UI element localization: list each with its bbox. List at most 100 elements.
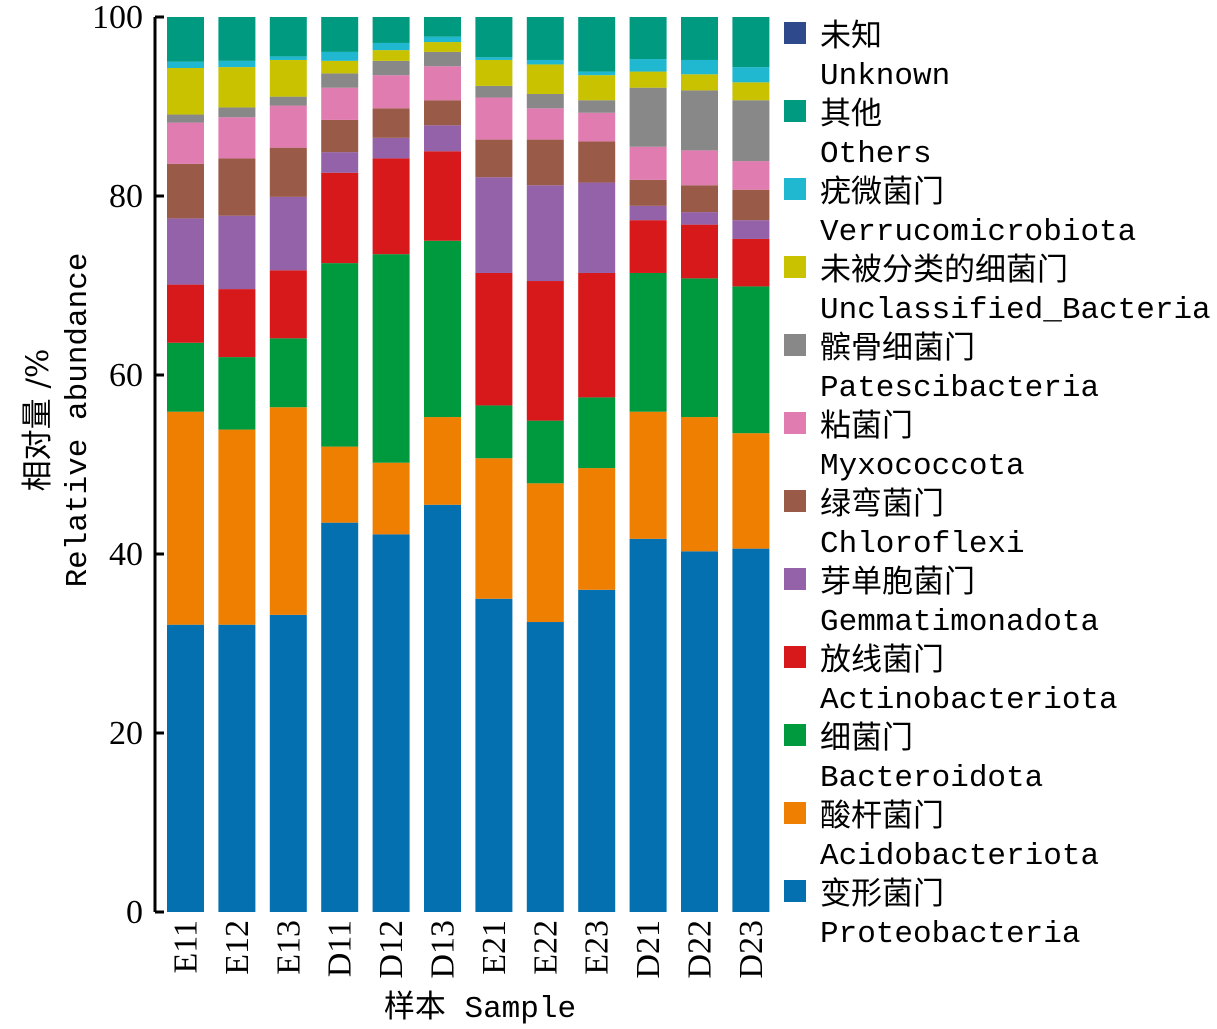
legend-label-cn: 细菌门	[820, 720, 913, 756]
bar-segment-D23-Gemmatimonadota	[732, 220, 770, 239]
bar-segment-E22-Unclassified_Bacteria	[526, 64, 564, 94]
legend-swatch	[784, 646, 806, 668]
x-axis-title: 样本 Sample	[384, 990, 576, 1027]
bar-segment-D11-Proteobacteria	[321, 522, 359, 912]
bar-segment-E11-Actinobacteriota	[167, 284, 204, 343]
bar-segment-E23-Proteobacteria	[578, 589, 616, 912]
bar-segment-E22-Patescibacteria	[526, 93, 564, 109]
bar-segment-D21-Actinobacteriota	[629, 220, 667, 273]
legend-swatch	[784, 490, 806, 512]
legend-item: 髌骨细菌门 Patescibacteria	[784, 330, 1099, 406]
bar-segment-D23-Verrucomicrobiota	[732, 67, 770, 83]
bar-segment-E11-Chloroflexi	[167, 163, 204, 219]
bar-segment-E11-Myxococcota	[167, 122, 204, 164]
bar-segment-D11-Myxococcota	[321, 87, 359, 120]
bar-segment-E23-Myxococcota	[578, 112, 616, 142]
bar-segment-D12-Patescibacteria	[372, 60, 410, 76]
bar-segment-E12-Gemmatimonadota	[218, 215, 256, 290]
bar-segment-D21-Proteobacteria	[629, 538, 667, 912]
legend-label-en: Gemmatimonadota	[820, 605, 1099, 640]
bar-segment-D12-Actinobacteriota	[372, 158, 410, 255]
x-tick-label: E12	[219, 920, 256, 975]
bar-segment-E23-Acidobacteriota	[578, 468, 616, 590]
bar-segment-D21-Unclassified_Bacteria	[629, 71, 667, 88]
bar-segment-E11-Bacteroidota	[167, 342, 204, 412]
bar-segment-E11-Patescibacteria	[167, 114, 204, 123]
x-tick-label: E22	[527, 920, 564, 975]
legend-item: 放线菌门 Actinobacteriota	[784, 642, 1118, 718]
bar-segment-E12-Patescibacteria	[218, 107, 256, 118]
bar-segment-E21-Proteobacteria	[475, 598, 513, 912]
bar-segment-D21-Myxococcota	[629, 146, 667, 180]
bar-segment-D12-Gemmatimonadota	[372, 137, 410, 159]
bar-segment-D12-Bacteroidota	[372, 254, 410, 463]
legend-label-en: Patescibacteria	[820, 371, 1099, 406]
bar-segment-E13-Actinobacteriota	[269, 270, 307, 339]
bar-segment-D22-Proteobacteria	[681, 551, 718, 912]
legend-item: 变形菌门 Proteobacteria	[784, 876, 1080, 952]
y-tick-label: 20	[109, 715, 143, 752]
bar-segment-E22-Bacteroidota	[526, 420, 564, 484]
y-tick-label: 40	[109, 536, 143, 573]
bar-segment-E23-Actinobacteriota	[578, 272, 616, 398]
legend-label-cn: 放线菌门	[820, 642, 944, 678]
bar-segment-D11-Gemmatimonadota	[321, 152, 359, 173]
x-tick-label: E21	[476, 920, 513, 975]
bar-segment-E22-Others	[526, 17, 564, 60]
bar-segment-E11-Others	[167, 17, 204, 62]
bar-segment-E22-Verrucomicrobiota	[526, 59, 564, 65]
bar-segment-E21-Chloroflexi	[475, 139, 513, 178]
legend-label-en: Proteobacteria	[820, 917, 1080, 952]
x-tick-label: D23	[733, 920, 770, 979]
bar-segment-E21-Others	[475, 17, 513, 58]
bar-segment-E23-Others	[578, 17, 616, 72]
y-axis-title-cn: 相对量 /%	[20, 349, 56, 492]
bar-segment-E22-Acidobacteriota	[526, 483, 564, 623]
legend-swatch	[784, 100, 806, 122]
bar-segment-E23-Unclassified_Bacteria	[578, 75, 616, 101]
legend-item: 酸杆菌门 Acidobacteriota	[784, 798, 1099, 874]
bar-segment-D23-Chloroflexi	[732, 189, 770, 221]
legend-label-en: Chloroflexi	[820, 527, 1025, 562]
x-tick-label: E23	[579, 920, 616, 975]
bar-segment-E12-Unclassified_Bacteria	[218, 67, 256, 108]
bar-segment-D22-Patescibacteria	[681, 90, 718, 151]
bar-segment-D22-Others	[681, 17, 718, 60]
bar-segment-E23-Chloroflexi	[578, 141, 616, 183]
bar-segment-D22-Actinobacteriota	[681, 224, 718, 279]
bar-segment-E22-Gemmatimonadota	[526, 185, 564, 282]
bar-segment-E11-Proteobacteria	[167, 624, 204, 912]
bar-segment-E23-Verrucomicrobiota	[578, 71, 616, 76]
bar-segment-D21-Bacteroidota	[629, 272, 667, 412]
bar-segment-E13-Patescibacteria	[269, 96, 307, 106]
bar-segment-D22-Verrucomicrobiota	[681, 59, 718, 75]
bar-segment-D22-Myxococcota	[681, 150, 718, 186]
bar-segment-E11-Gemmatimonadota	[167, 218, 204, 285]
bar-segment-D13-Unclassified_Bacteria	[424, 42, 461, 52]
y-axis-title: 相对量 /% Relative abundance	[20, 253, 96, 588]
legend-label-cn: 未知	[820, 18, 882, 54]
bar-segment-E21-Bacteroidota	[475, 405, 513, 459]
bar-segment-D21-Acidobacteriota	[629, 411, 667, 539]
bar-segment-D13-Actinobacteriota	[424, 151, 461, 241]
y-axis: 0 20 40 60 80 100	[92, 0, 164, 931]
legend-label-en: Acidobacteriota	[820, 839, 1099, 874]
bar-segment-E11-Unclassified_Bacteria	[167, 68, 204, 115]
bar-segment-D11-Acidobacteriota	[321, 446, 359, 523]
legend-label-en: Myxococcota	[820, 449, 1025, 484]
bar-segment-D23-Unclassified_Bacteria	[732, 82, 770, 101]
bar-segment-D12-Others	[372, 17, 410, 43]
bar-segment-E12-Others	[218, 17, 256, 61]
legend-label-cn: 未被分类的细菌门	[820, 252, 1068, 288]
bar-segment-D12-Proteobacteria	[372, 534, 410, 912]
legend-item: 芽单胞菌门 Gemmatimonadota	[784, 564, 1099, 640]
x-tick-label: E13	[270, 920, 307, 975]
bar-segment-E13-Acidobacteriota	[269, 407, 307, 615]
legend-label-en: Unknown	[820, 59, 950, 94]
bar-segment-D13-Proteobacteria	[424, 504, 461, 912]
bar-segment-E12-Actinobacteriota	[218, 289, 256, 358]
bar-segment-D22-Gemmatimonadota	[681, 212, 718, 225]
legend-item: 未知 Unknown	[784, 18, 950, 94]
